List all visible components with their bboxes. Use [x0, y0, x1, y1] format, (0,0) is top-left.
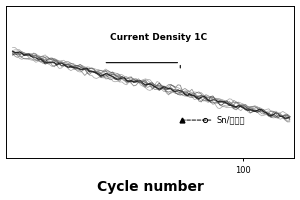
Text: Current Density 1C: Current Density 1C [110, 33, 208, 42]
X-axis label: Cycle number: Cycle number [97, 180, 203, 194]
Text: Sn/生物碘: Sn/生物碘 [216, 116, 245, 125]
